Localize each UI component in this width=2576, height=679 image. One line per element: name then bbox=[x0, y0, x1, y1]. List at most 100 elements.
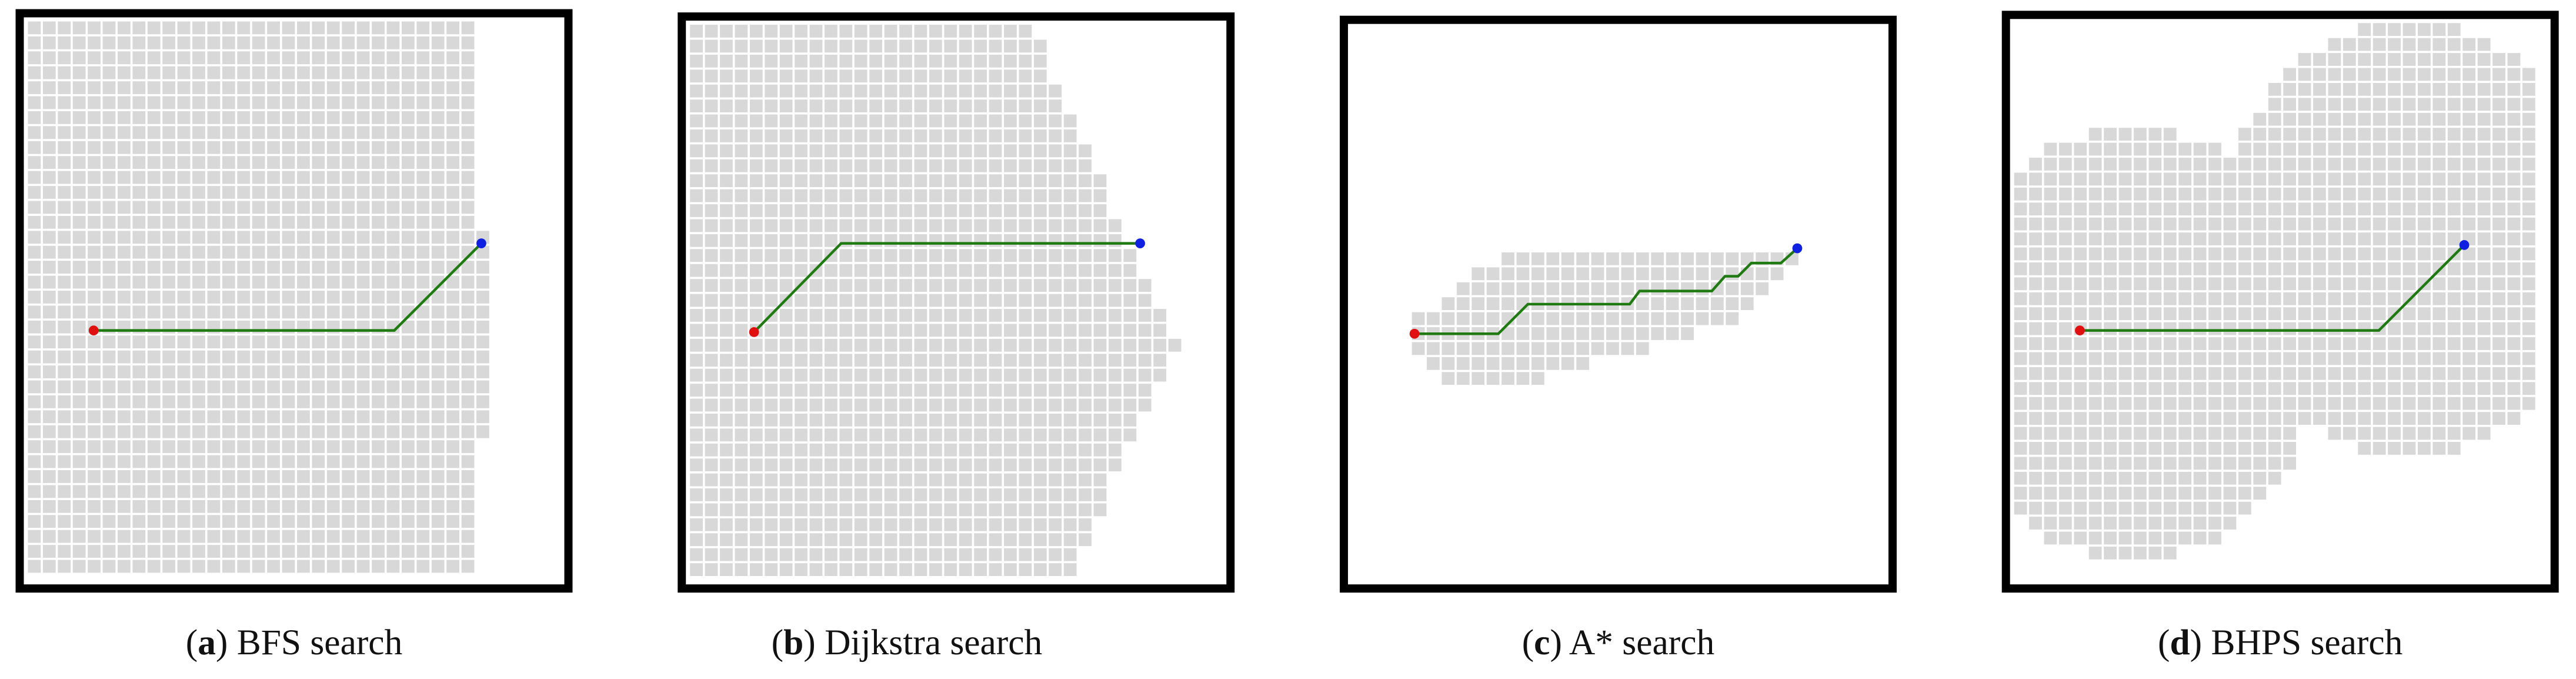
grid-cell bbox=[356, 440, 370, 454]
grid-cell bbox=[929, 279, 942, 292]
grid-cell bbox=[2373, 367, 2386, 380]
grid-cell bbox=[1138, 309, 1152, 322]
grid-cell bbox=[2104, 487, 2117, 500]
grid-cell bbox=[749, 294, 763, 307]
grid-cell bbox=[914, 563, 927, 576]
grid-cell bbox=[102, 545, 116, 558]
grid-cell bbox=[989, 503, 1002, 517]
grid-cell bbox=[2403, 247, 2416, 261]
grid-cell bbox=[2313, 292, 2326, 305]
grid-cell bbox=[2268, 337, 2281, 350]
grid-cell bbox=[1486, 282, 1500, 295]
grid-cell bbox=[749, 413, 763, 427]
grid-cell bbox=[476, 335, 489, 349]
grid-cell bbox=[1696, 252, 1709, 265]
grid-cell bbox=[884, 144, 897, 158]
grid-cell bbox=[974, 294, 987, 307]
grid-cell bbox=[2492, 68, 2505, 81]
grid-cell bbox=[765, 413, 778, 427]
grid-cell bbox=[252, 215, 265, 229]
grid-cell bbox=[1606, 342, 1619, 355]
grid-cell bbox=[356, 261, 370, 274]
grid-cell bbox=[720, 548, 733, 561]
grid-cell bbox=[1138, 398, 1152, 412]
grid-cell bbox=[1681, 327, 1694, 340]
grid-cell bbox=[1033, 309, 1047, 322]
grid-cell bbox=[118, 66, 131, 79]
grid-cell bbox=[2373, 38, 2386, 51]
grid-cell bbox=[899, 548, 912, 561]
grid-cell bbox=[884, 503, 897, 517]
grid-cell bbox=[2014, 322, 2027, 335]
grid-cell bbox=[372, 305, 385, 319]
grid-cell bbox=[2134, 471, 2147, 485]
grid-cell bbox=[2193, 487, 2207, 500]
grid-cell bbox=[132, 111, 146, 124]
grid-cell bbox=[899, 174, 912, 188]
grid-cell bbox=[854, 443, 867, 457]
grid-cell bbox=[884, 473, 897, 487]
grid-cell bbox=[2253, 232, 2267, 245]
grid-cell bbox=[1621, 312, 1634, 325]
grid-cell bbox=[1019, 324, 1032, 337]
grid-cell bbox=[118, 141, 131, 154]
grid-cell bbox=[88, 335, 101, 349]
grid-cell bbox=[929, 354, 942, 367]
grid-cell bbox=[416, 395, 430, 408]
grid-cell bbox=[989, 234, 1002, 247]
grid-cell bbox=[809, 54, 823, 68]
grid-cell bbox=[1576, 282, 1590, 295]
grid-cell bbox=[1019, 144, 1032, 158]
grid-cell bbox=[1019, 563, 1032, 576]
grid-cell bbox=[147, 66, 161, 79]
grid-cell bbox=[207, 545, 221, 558]
grid-cell bbox=[1561, 342, 1574, 355]
grid-cell bbox=[705, 309, 718, 322]
grid-cell bbox=[1138, 338, 1152, 352]
grid-cell bbox=[884, 25, 897, 38]
grid-cell bbox=[765, 39, 778, 53]
grid-cell bbox=[192, 500, 205, 513]
grid-cell bbox=[267, 380, 280, 394]
grid-cell bbox=[779, 398, 793, 412]
grid-cell bbox=[2029, 322, 2042, 335]
grid-cell bbox=[1093, 189, 1107, 202]
grid-cell bbox=[2208, 187, 2221, 201]
grid-cell bbox=[705, 384, 718, 397]
grid-cell bbox=[1486, 372, 1500, 385]
grid-cell bbox=[2447, 158, 2461, 171]
grid-cell bbox=[118, 425, 131, 438]
grid-cell bbox=[735, 338, 748, 352]
grid-cell bbox=[1123, 338, 1137, 352]
grid-cell bbox=[2477, 68, 2491, 81]
grid-cell bbox=[461, 380, 475, 394]
grid-cell bbox=[705, 114, 718, 128]
grid-cell bbox=[1740, 252, 1754, 265]
grid-cell bbox=[2253, 307, 2267, 321]
grid-cell bbox=[1063, 114, 1077, 128]
grid-cell bbox=[690, 249, 703, 262]
grid-cell bbox=[2104, 471, 2117, 485]
grid-cell bbox=[118, 335, 131, 349]
grid-cell bbox=[416, 231, 430, 244]
grid-cell bbox=[2058, 247, 2072, 261]
frames bbox=[15, 9, 2559, 593]
grid-cell bbox=[1079, 473, 1092, 487]
grid-cell bbox=[132, 545, 146, 558]
grid-cell bbox=[1049, 159, 1062, 172]
grid-cell bbox=[207, 96, 221, 109]
grid-cell bbox=[177, 81, 191, 94]
grid-cell bbox=[356, 425, 370, 438]
grid-cell bbox=[1726, 312, 1739, 325]
grid-cell bbox=[372, 335, 385, 349]
grid-cell bbox=[401, 335, 415, 349]
grid-cell bbox=[2298, 262, 2311, 275]
grid-cell bbox=[177, 470, 191, 483]
grid-cell bbox=[2403, 307, 2416, 321]
grid-cell bbox=[779, 189, 793, 202]
grid-cell bbox=[1696, 267, 1709, 281]
grid-cell bbox=[461, 36, 475, 49]
grid-cell bbox=[1033, 428, 1047, 442]
grid-cell bbox=[28, 545, 41, 558]
grid-cell bbox=[461, 365, 475, 378]
